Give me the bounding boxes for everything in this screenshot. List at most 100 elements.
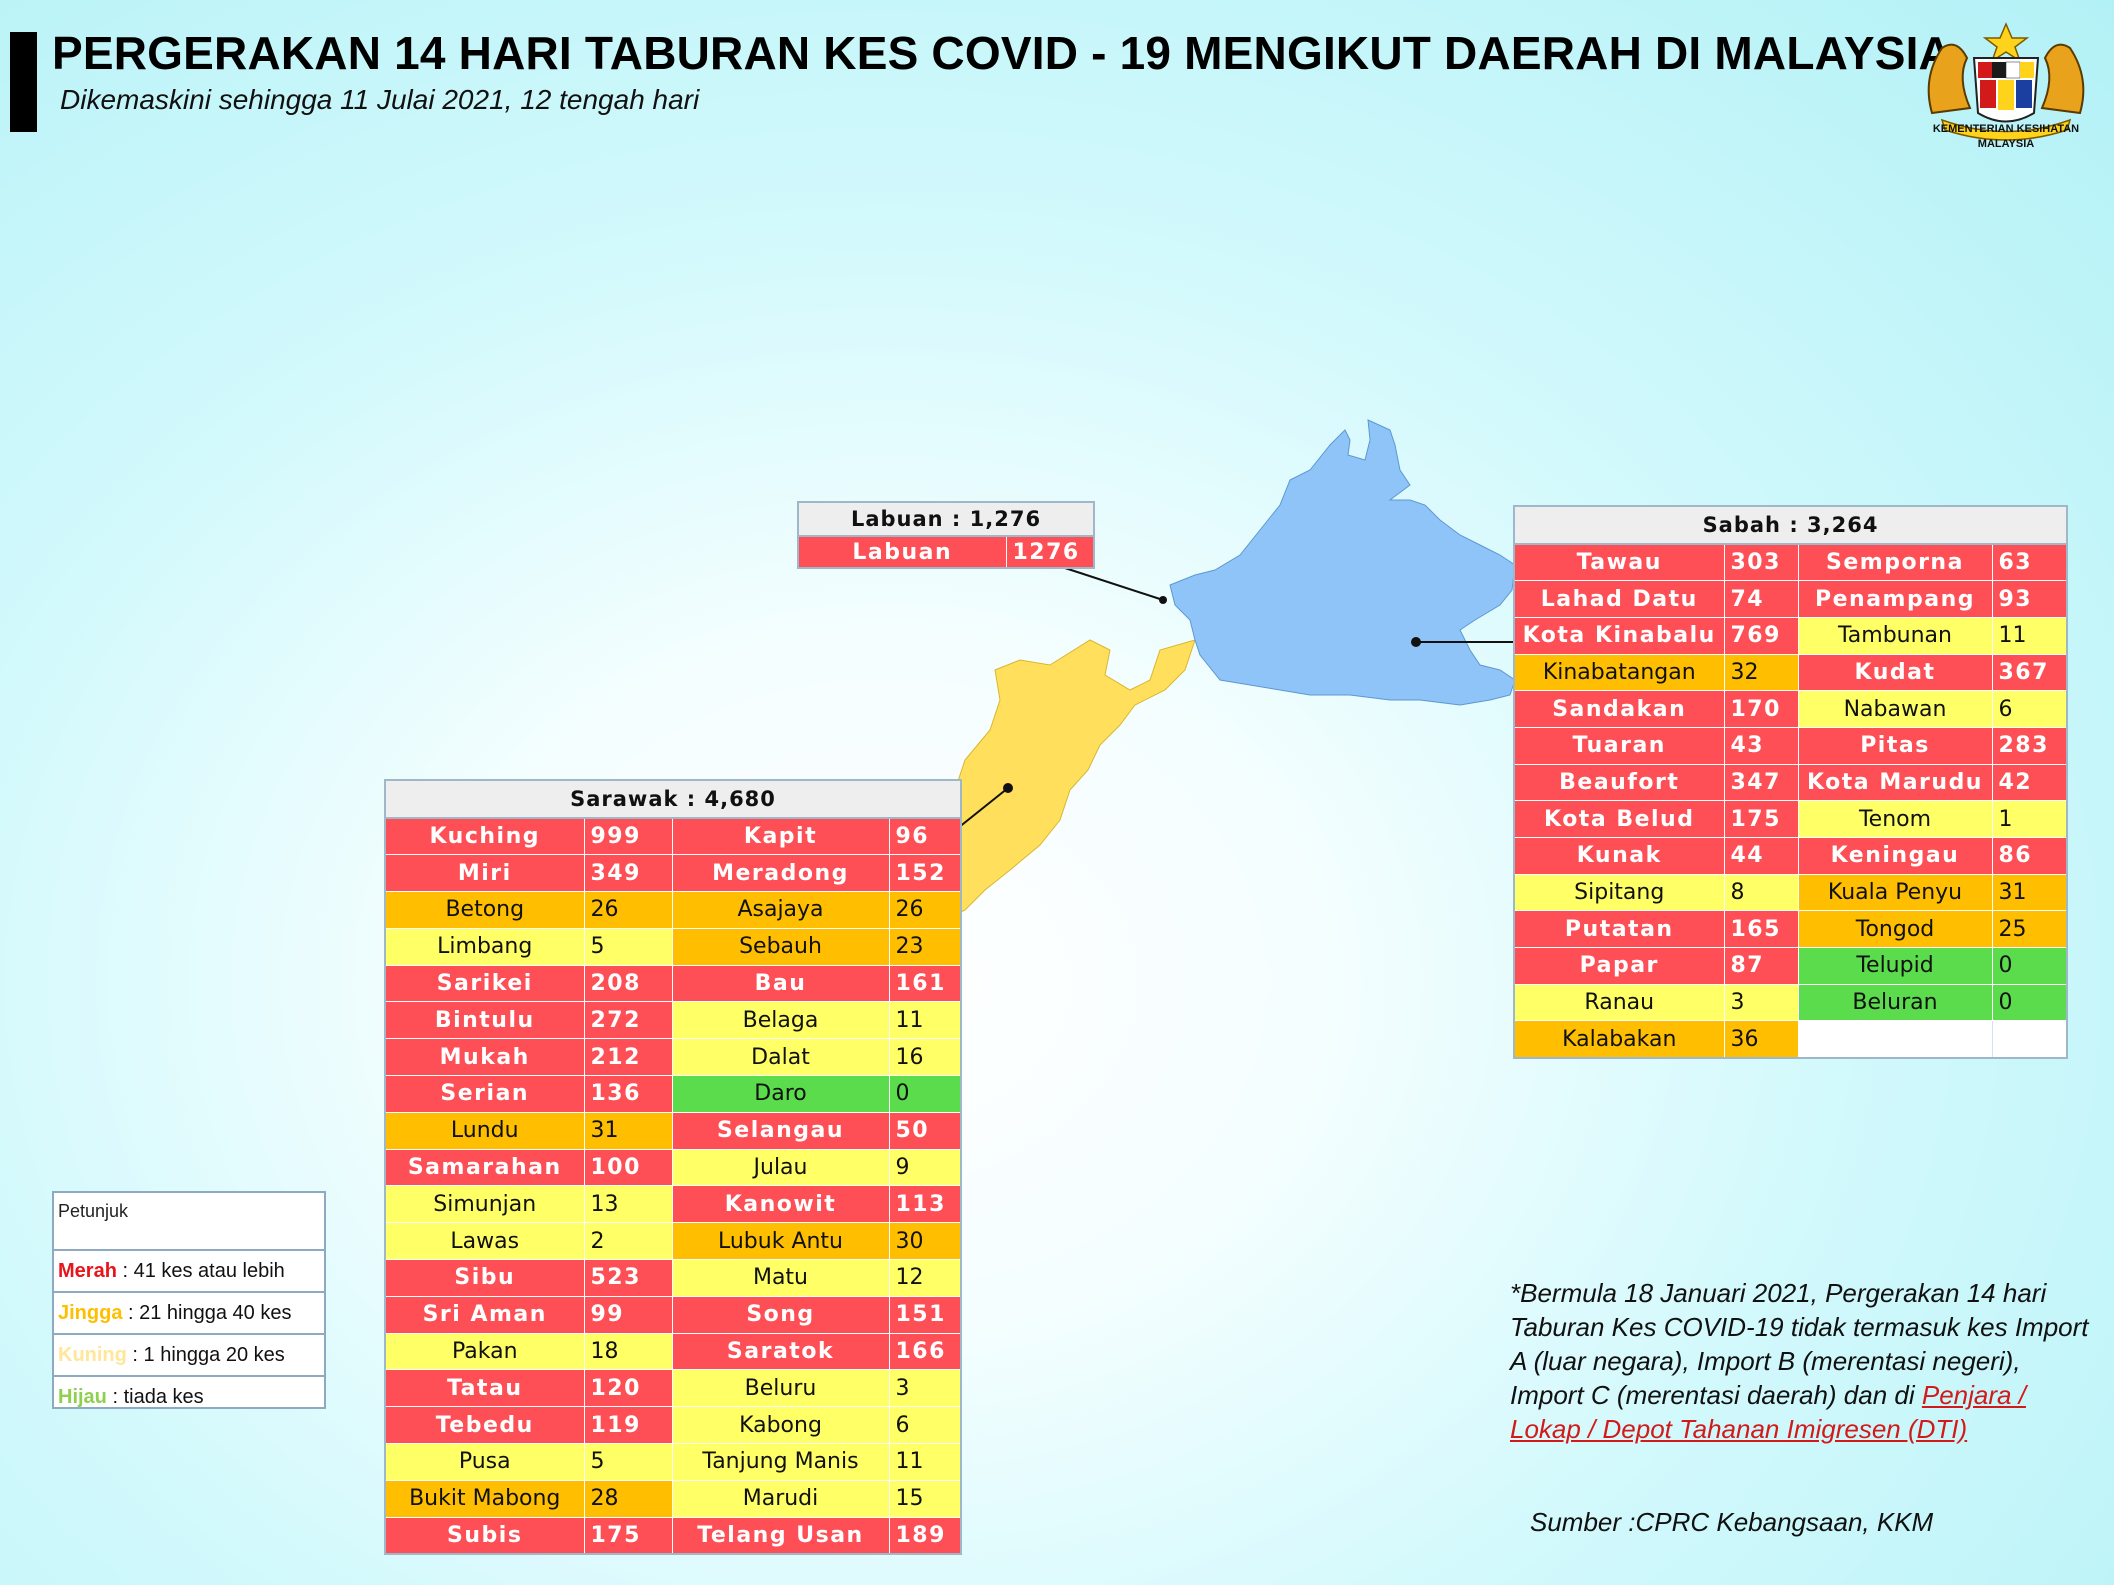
sabah-row: Lahad Datu 74 Penampang 93	[1513, 580, 2068, 618]
sarawak-row: Serian 136 Daro 0	[384, 1075, 962, 1113]
sarawak-row: Bintulu 272 Belaga 11	[384, 1001, 962, 1040]
sarawak-case-count: 9	[888, 1148, 962, 1187]
sarawak-case-count: 151	[888, 1295, 962, 1334]
sarawak-case-count: 13	[583, 1185, 673, 1224]
sarawak-row: Tebedu 119 Kabong 6	[384, 1406, 962, 1445]
sarawak-row: Samarahan 100 Julau 9	[384, 1148, 962, 1187]
sarawak-district-name: Sebauh	[671, 927, 890, 966]
sabah-district-name	[1797, 1020, 1993, 1059]
sarawak-row: Simunjan 13 Kanowit 113	[384, 1185, 962, 1224]
sarawak-district-name: Tanjung Manis	[671, 1443, 890, 1481]
labuan-header: Labuan : 1,276	[796, 501, 1096, 537]
sarawak-case-count: 16	[888, 1038, 962, 1077]
sarawak-case-count: 272	[583, 1001, 673, 1040]
sarawak-case-count: 30	[888, 1222, 962, 1261]
sabah-case-count: 303	[1723, 543, 1799, 582]
sarawak-row: Sarikei 208 Bau 161	[384, 964, 962, 1003]
sarawak-district-name: Betong	[384, 891, 585, 929]
sabah-district-name: Kota Belud	[1513, 800, 1725, 838]
source-credit: Sumber :CPRC Kebangsaan, KKM	[1530, 1507, 1934, 1537]
sabah-district-name: Tambunan	[1797, 616, 1993, 655]
sarawak-district-name: Simunjan	[384, 1185, 585, 1224]
sarawak-district-name: Pusa	[384, 1443, 585, 1481]
sabah-row: Kota Belud 175 Tenom 1	[1513, 800, 2068, 838]
legend-item: Merah : 41 kes atau lebih	[54, 1251, 324, 1293]
sabah-case-count: 175	[1723, 800, 1799, 838]
sarawak-row: Miri 349 Meradong 152	[384, 854, 962, 893]
sabah-case-count: 36	[1723, 1020, 1799, 1059]
sarawak-district-name: Kabong	[671, 1406, 890, 1445]
sarawak-district-name: Sarikei	[384, 964, 585, 1003]
sarawak-row: Betong 26 Asajaya 26	[384, 891, 962, 929]
sabah-district-name: Sandakan	[1513, 690, 1725, 728]
sarawak-case-count: 166	[888, 1332, 962, 1371]
sarawak-district-name: Bintulu	[384, 1001, 585, 1040]
sarawak-row: Sibu 523 Matu 12	[384, 1259, 962, 1297]
legend-key: Hijau	[58, 1386, 107, 1408]
sarawak-case-count: 96	[888, 817, 962, 856]
sabah-case-count: 74	[1723, 580, 1799, 618]
sabah-case-count: 347	[1723, 763, 1799, 802]
sabah-district-name: Kota Marudu	[1797, 763, 1993, 802]
labuan-case-count: 1276	[1005, 535, 1095, 569]
sabah-row: Kalabakan 36	[1513, 1020, 2068, 1059]
legend-description: : 21 hingga 40 kes	[122, 1302, 292, 1324]
sarawak-case-count: 15	[888, 1479, 962, 1518]
sabah-district-name: Kota Kinabalu	[1513, 616, 1725, 655]
sabah-case-count: 63	[1991, 543, 2068, 582]
sabah-row: Ranau 3 Beluran 0	[1513, 983, 2068, 1022]
sarawak-case-count: 212	[583, 1038, 673, 1077]
sarawak-case-count: 999	[583, 817, 673, 856]
sarawak-district-name: Kapit	[671, 817, 890, 856]
sabah-row: Putatan 165 Tongod 25	[1513, 910, 2068, 949]
sabah-case-count: 8	[1723, 873, 1799, 912]
legend-title: Petunjuk	[54, 1193, 324, 1251]
sabah-row: Sipitang 8 Kuala Penyu 31	[1513, 873, 2068, 912]
sarawak-row: Pusa 5 Tanjung Manis 11	[384, 1443, 962, 1481]
sabah-district-name: Semporna	[1797, 543, 1993, 582]
sarawak-case-count: 11	[888, 1001, 962, 1040]
sarawak-case-count: 189	[888, 1516, 962, 1555]
sabah-case-count: 1	[1991, 800, 2068, 838]
sabah-case-count: 283	[1991, 726, 2068, 765]
sarawak-case-count: 208	[583, 964, 673, 1003]
page-title: PERGERAKAN 14 HARI TABURAN KES COVID - 1…	[52, 27, 1952, 79]
sabah-row: Kunak 44 Keningau 86	[1513, 837, 2068, 875]
sarawak-case-count: 119	[583, 1406, 673, 1445]
sarawak-district-name: Julau	[671, 1148, 890, 1187]
sarawak-case-count: 523	[583, 1259, 673, 1297]
legend-box: Petunjuk Merah : 41 kes atau lebih Jingga…	[52, 1191, 326, 1409]
sarawak-case-count: 161	[888, 964, 962, 1003]
sabah-shape	[1169, 419, 1516, 706]
sarawak-case-count: 5	[583, 1443, 673, 1481]
title-accent-bar	[10, 32, 37, 132]
legend-key: Jingga	[58, 1302, 123, 1324]
footnote-link[interactable]: Penjara / Lokap / Depot Tahanan Imigrese…	[1510, 1380, 2026, 1444]
sabah-row: Beaufort 347 Kota Marudu 42	[1513, 763, 2068, 802]
sabah-row: Sandakan 170 Nabawan 6	[1513, 690, 2068, 728]
sabah-district-name: Tawau	[1513, 543, 1725, 582]
sarawak-case-count: 0	[888, 1075, 962, 1113]
sabah-case-count	[1991, 1020, 2068, 1059]
sabah-case-count: 6	[1991, 690, 2068, 728]
sarawak-table: Sarawak : 4,680 Kuching 999 Kapit 96 Miri 349…	[384, 779, 962, 1555]
labuan-row: Labuan 1276	[797, 535, 1095, 569]
sabah-case-count: 44	[1723, 837, 1799, 875]
sabah-district-name: Keningau	[1797, 837, 1993, 875]
sarawak-row: Pakan 18 Saratok 166	[384, 1332, 962, 1371]
sarawak-row: Bukit Mabong 28 Marudi 15	[384, 1479, 962, 1518]
sabah-district-name: Ranau	[1513, 983, 1725, 1022]
labuan-district-name: Labuan	[797, 535, 1007, 569]
sabah-case-count: 86	[1991, 837, 2068, 875]
sarawak-district-name: Lawas	[384, 1222, 585, 1261]
sabah-district-name: Kudat	[1797, 653, 1993, 692]
sabah-district-name: Kuala Penyu	[1797, 873, 1993, 912]
sabah-case-count: 3	[1723, 983, 1799, 1022]
legend-description: : 41 kes atau lebih	[116, 1260, 285, 1282]
sabah-case-count: 165	[1723, 910, 1799, 949]
sarawak-case-count: 26	[888, 891, 962, 929]
sarawak-case-count: 99	[583, 1295, 673, 1334]
sabah-district-name: Kinabatangan	[1513, 653, 1725, 692]
sabah-case-count: 25	[1991, 910, 2068, 949]
sarawak-case-count: 5	[583, 927, 673, 966]
